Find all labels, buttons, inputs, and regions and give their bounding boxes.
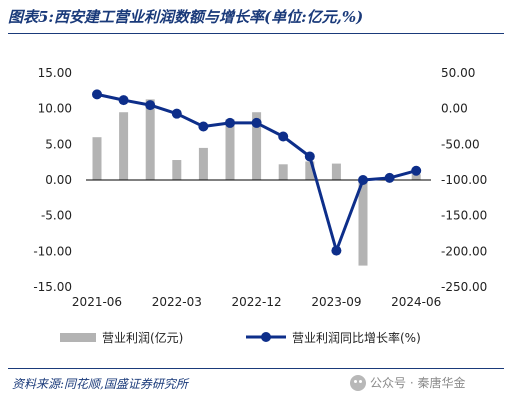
line-point <box>384 172 395 183</box>
watermark-text: 公众号 · 秦唐华金 <box>370 376 466 390</box>
line-point <box>331 245 342 256</box>
line-point <box>304 151 315 162</box>
line-point <box>198 121 209 132</box>
right-tick-label: 0.00 <box>441 102 468 116</box>
left-tick-label: 10.00 <box>38 102 72 116</box>
watermark: 公众号 · 秦唐华金 <box>350 374 465 391</box>
left-axis-ticks: -15.00 -10.00 -5.00 0.00 5.00 10.00 15.00 <box>33 66 72 294</box>
left-tick-label: -5.00 <box>41 209 72 223</box>
legend-bar-swatch <box>60 333 96 342</box>
chart-title: 图表5:西安建工营业利润数额与增长率(单位:亿元,%) <box>8 8 364 26</box>
x-tick-label: 2022-12 <box>232 295 282 309</box>
legend-bar-label: 营业利润(亿元) <box>102 330 183 345</box>
source-note: 资料来源:同花顺,国盛证券研究所 <box>12 377 188 391</box>
line-point <box>171 108 182 119</box>
line-series <box>92 89 422 256</box>
line-point <box>92 89 102 100</box>
bar <box>358 180 368 266</box>
line-point <box>411 165 422 176</box>
bar <box>198 147 208 180</box>
bar <box>305 161 315 180</box>
right-tick-label: -200.00 <box>441 244 487 258</box>
line-point <box>118 95 129 106</box>
chart-svg: -15.00 -10.00 -5.00 0.00 5.00 10.00 15.00 -250… <box>33 66 487 345</box>
x-tick-label: 2023-09 <box>311 295 361 309</box>
legend: 营业利润(亿元) 营业利润同比增长率(%) <box>60 330 421 345</box>
right-tick-label: 50.00 <box>441 66 475 80</box>
left-tick-label: 5.00 <box>45 137 72 151</box>
bar <box>278 164 288 180</box>
line-point <box>225 117 235 128</box>
line-point <box>278 131 289 142</box>
bar-series <box>92 99 421 266</box>
bar <box>331 163 341 180</box>
title-divider <box>8 33 504 34</box>
wechat-icon <box>350 374 366 391</box>
right-tick-label: -250.00 <box>441 280 487 294</box>
line-point <box>145 100 156 111</box>
right-tick-label: -50.00 <box>441 137 480 151</box>
bar <box>411 174 421 180</box>
bar <box>252 112 262 180</box>
right-axis-ticks: -250.00 -200.00 -150.00 -100.00 -50.00 0.00 50… <box>441 66 487 294</box>
bar <box>92 137 102 180</box>
left-tick-label: -15.00 <box>33 280 72 294</box>
x-tick-label: 2022-03 <box>152 295 202 309</box>
bar <box>172 160 182 180</box>
bar <box>145 99 155 180</box>
bar <box>119 112 129 180</box>
right-tick-label: -100.00 <box>441 173 487 187</box>
x-tick-label: 2024-06 <box>391 295 441 309</box>
left-tick-label: 0.00 <box>45 173 72 187</box>
line-point <box>251 117 262 128</box>
legend-line-label: 营业利润同比增长率(%) <box>292 330 421 345</box>
footer-divider <box>8 368 504 369</box>
x-axis-ticks: 2021-06 2022-03 2022-12 2023-09 2024-06 <box>72 295 441 309</box>
left-tick-label: -10.00 <box>33 244 72 258</box>
line-point <box>358 175 368 185</box>
x-tick-label: 2021-06 <box>72 295 122 309</box>
left-tick-label: 15.00 <box>38 66 72 80</box>
legend-line-marker <box>261 332 271 342</box>
right-tick-label: -150.00 <box>441 209 487 223</box>
bar <box>225 119 235 180</box>
